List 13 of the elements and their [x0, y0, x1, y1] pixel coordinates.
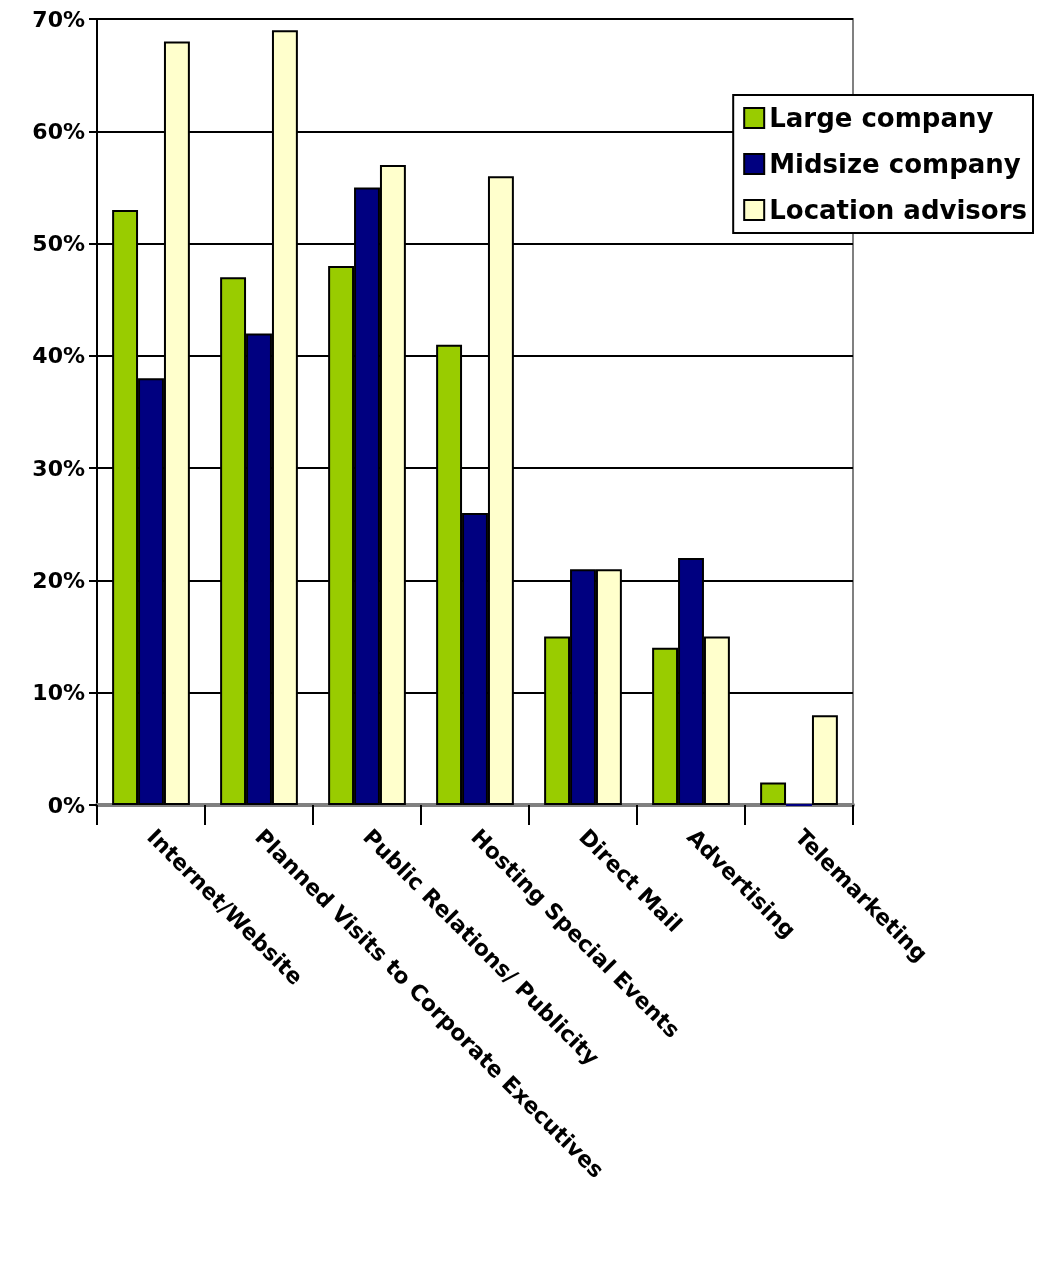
- y-tick-label: 60%: [32, 118, 85, 144]
- legend-label: Location advisors: [769, 195, 1028, 225]
- y-tick-label: 40%: [32, 343, 85, 369]
- y-tick-label: 20%: [32, 567, 85, 593]
- y-tick-label: 10%: [32, 680, 85, 706]
- y-tick-label: 30%: [32, 455, 85, 481]
- bar: [811, 715, 838, 805]
- y-tick-label: 50%: [32, 231, 85, 257]
- bar: [760, 782, 787, 805]
- y-tick-label: 70%: [32, 6, 85, 32]
- y-tick-label: 0%: [47, 792, 85, 818]
- legend-label: Large company: [769, 103, 994, 133]
- legend-label: Midsize company: [769, 149, 1021, 179]
